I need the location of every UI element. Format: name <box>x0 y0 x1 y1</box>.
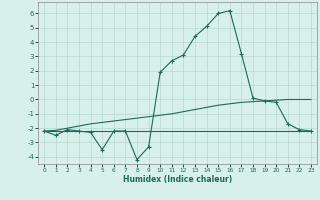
X-axis label: Humidex (Indice chaleur): Humidex (Indice chaleur) <box>123 175 232 184</box>
